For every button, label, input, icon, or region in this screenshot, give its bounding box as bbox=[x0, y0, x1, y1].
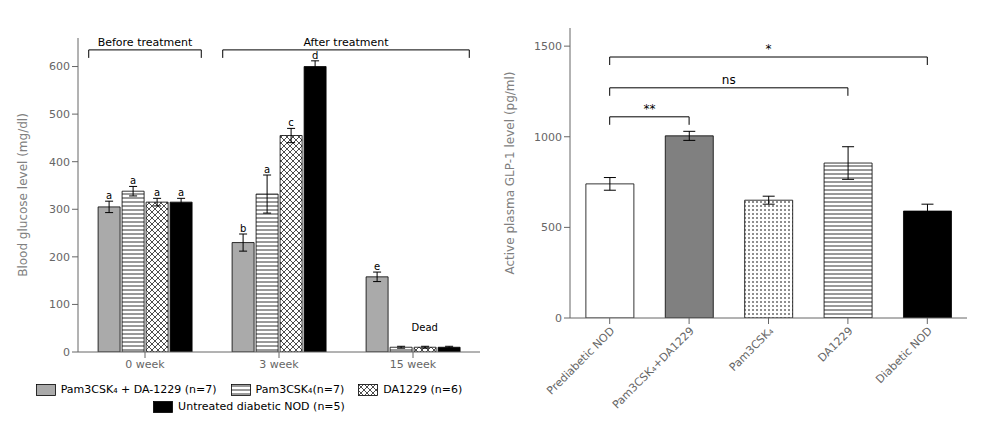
svg-text:Pam3CSK₄: Pam3CSK₄ bbox=[727, 324, 777, 374]
svg-text:a: a bbox=[264, 164, 270, 175]
svg-text:a: a bbox=[130, 175, 136, 186]
svg-text:200: 200 bbox=[49, 251, 70, 264]
html-text:Pam3CSK₄(n=7): Pam3CSK₄(n=7) bbox=[255, 383, 345, 396]
svg-text:DA1229: DA1229 bbox=[815, 324, 855, 364]
svg-text:**: ** bbox=[643, 102, 655, 116]
svg-text:Diabetic NOD: Diabetic NOD bbox=[873, 324, 935, 386]
svg-text:300: 300 bbox=[49, 203, 70, 216]
svg-text:500: 500 bbox=[49, 108, 70, 121]
svg-text:500: 500 bbox=[541, 221, 562, 234]
svg-text:After treatment: After treatment bbox=[303, 36, 389, 49]
svg-text:0 week: 0 week bbox=[125, 358, 165, 371]
svg-text:0: 0 bbox=[555, 312, 562, 325]
svg-text:0: 0 bbox=[63, 346, 70, 359]
svg-text:Before treatment: Before treatment bbox=[98, 36, 193, 49]
svg-text:1000: 1000 bbox=[534, 131, 562, 144]
svg-text:Dead: Dead bbox=[412, 322, 438, 333]
svg-text:Active plasma GLP-1 level (pg/: Active plasma GLP-1 level (pg/ml) bbox=[503, 71, 517, 274]
svg-text:a: a bbox=[154, 187, 160, 198]
svg-text:3 week: 3 week bbox=[259, 358, 299, 371]
svg-text:600: 600 bbox=[49, 60, 70, 73]
svg-text:1500: 1500 bbox=[534, 40, 562, 53]
svg-text:*: * bbox=[766, 42, 772, 56]
svg-text:400: 400 bbox=[49, 156, 70, 169]
svg-text:e: e bbox=[374, 261, 380, 272]
html-text:Untreated diabetic NOD (n=5): Untreated diabetic NOD (n=5) bbox=[178, 400, 345, 413]
svg-text:a: a bbox=[106, 190, 112, 201]
svg-text:Pam3CSK₄+DA1229: Pam3CSK₄+DA1229 bbox=[610, 324, 697, 411]
svg-text:ns: ns bbox=[722, 73, 736, 87]
svg-text:100: 100 bbox=[49, 298, 70, 311]
svg-text:Prediabetic NOD: Prediabetic NOD bbox=[544, 324, 617, 397]
svg-text:15 week: 15 week bbox=[390, 358, 437, 371]
svg-text:a: a bbox=[178, 187, 184, 198]
html-text:DA1229 (n=6): DA1229 (n=6) bbox=[383, 383, 463, 396]
svg-text:c: c bbox=[288, 117, 294, 128]
svg-text:Blood glucose level (mg/dl): Blood glucose level (mg/dl) bbox=[16, 113, 30, 277]
html-text:Pam3CSK₄ + DA-1229 (n=7): Pam3CSK₄ + DA-1229 (n=7) bbox=[60, 383, 217, 396]
svg-text:d: d bbox=[312, 50, 318, 61]
svg-text:b: b bbox=[240, 223, 246, 234]
